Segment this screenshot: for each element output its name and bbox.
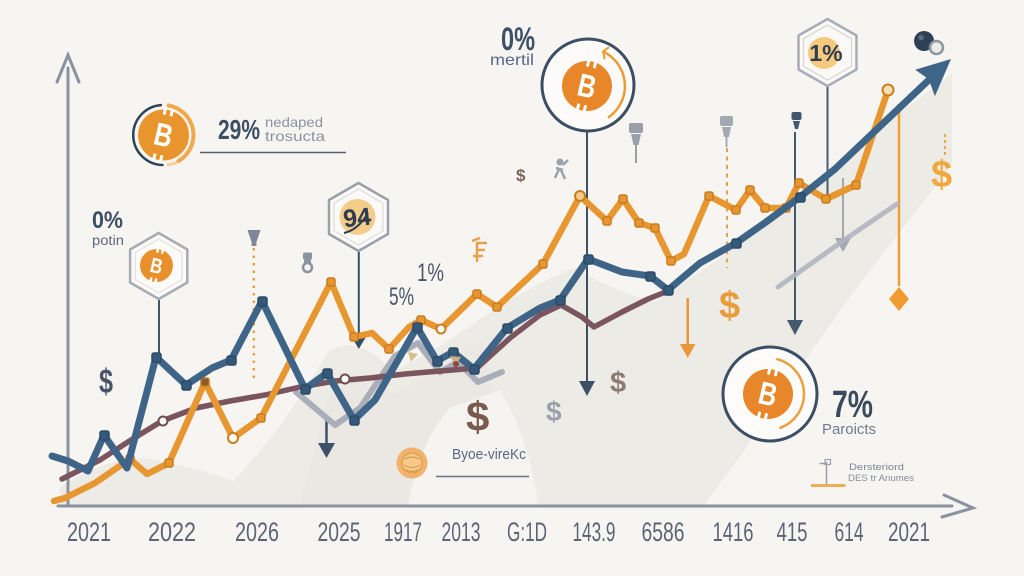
svg-text:0%: 0% <box>501 21 535 57</box>
svg-text:143.9: 143.9 <box>573 517 616 547</box>
svg-text:94: 94 <box>342 203 373 234</box>
svg-text:2021: 2021 <box>67 517 111 547</box>
svg-text:$: $ <box>719 285 740 327</box>
svg-text:Byoe-vireKc: Byoe-vireKc <box>452 447 526 463</box>
svg-text:$: $ <box>546 396 562 427</box>
svg-text:$: $ <box>516 166 526 185</box>
svg-text:614: 614 <box>835 517 864 547</box>
svg-text:B: B <box>148 254 165 279</box>
svg-text:1917: 1917 <box>384 517 422 547</box>
svg-text:0%: 0% <box>92 207 123 234</box>
svg-text:6586: 6586 <box>642 517 685 547</box>
svg-text:1416: 1416 <box>713 517 754 547</box>
svg-text:$: $ <box>466 393 489 440</box>
svg-text:2025: 2025 <box>318 517 361 547</box>
svg-text:nedaped: nedaped <box>265 114 323 130</box>
svg-text:7%: 7% <box>832 384 873 426</box>
svg-text:2021: 2021 <box>888 517 930 547</box>
svg-text:29%: 29% <box>218 114 260 145</box>
svg-text:$: $ <box>99 363 113 401</box>
svg-text:2026: 2026 <box>235 517 279 547</box>
svg-text:2013: 2013 <box>442 517 481 547</box>
svg-text:415: 415 <box>777 517 808 547</box>
svg-text:5%: 5% <box>389 283 414 311</box>
svg-text:G:1D: G:1D <box>507 517 547 547</box>
svg-text:mertil: mertil <box>490 52 534 69</box>
svg-text:trosucta: trosucta <box>265 128 325 144</box>
svg-text:DES tr Anumes: DES tr Anumes <box>848 473 914 484</box>
svg-text:2022: 2022 <box>148 517 196 547</box>
svg-text:Paroicts: Paroicts <box>822 421 876 438</box>
svg-text:1%: 1% <box>809 40 842 66</box>
svg-text:$: $ <box>931 154 952 196</box>
svg-text:potin: potin <box>92 233 124 248</box>
svg-text:1%: 1% <box>417 259 444 287</box>
svg-text:$: $ <box>610 367 626 399</box>
svg-text:Dersteriord: Dersteriord <box>849 462 904 473</box>
